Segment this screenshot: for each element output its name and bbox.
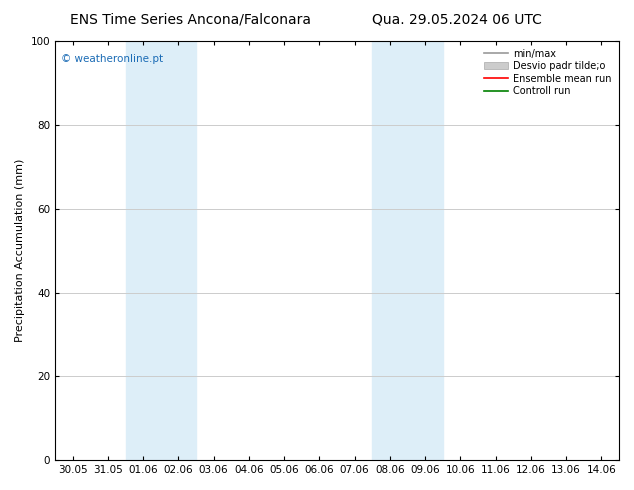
Text: © weatheronline.pt: © weatheronline.pt [61,53,163,64]
Bar [126,41,196,460]
Legend: min/max, Desvio padr tilde;o, Ensemble mean run, Controll run: min/max, Desvio padr tilde;o, Ensemble m… [481,46,614,99]
Text: Qua. 29.05.2024 06 UTC: Qua. 29.05.2024 06 UTC [372,12,541,26]
Y-axis label: Precipitation Accumulation (mm): Precipitation Accumulation (mm) [15,159,25,343]
Text: ENS Time Series Ancona/Falconara: ENS Time Series Ancona/Falconara [70,12,311,26]
Bar [372,41,443,460]
